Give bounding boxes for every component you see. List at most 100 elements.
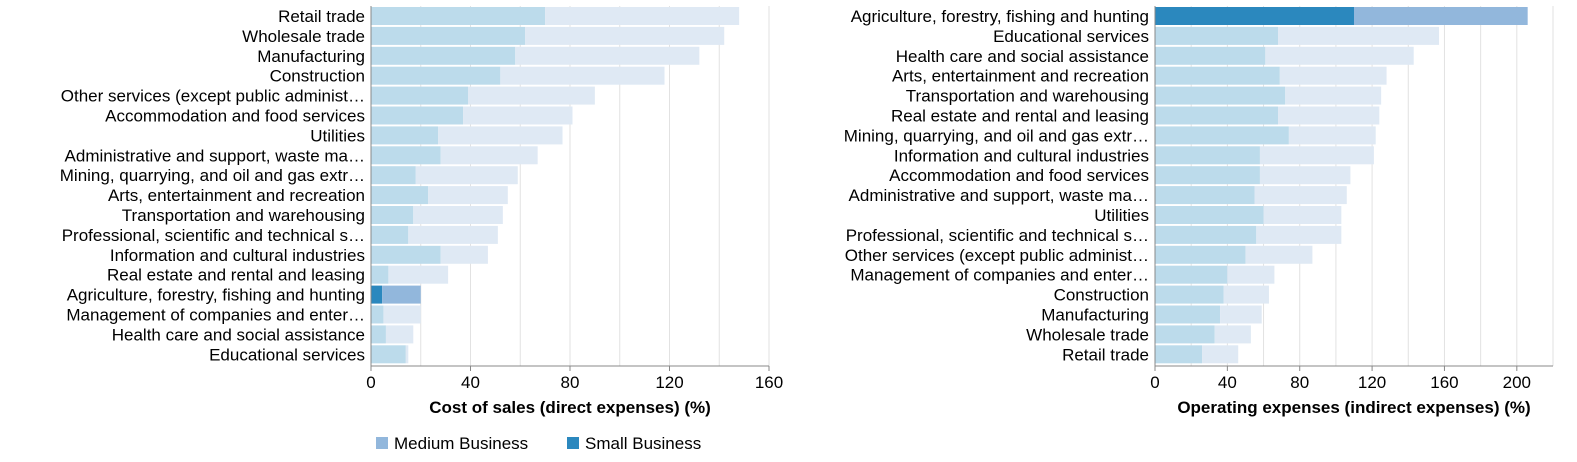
bar-small-business-arts-entertainment-and-recreation[interactable] xyxy=(1155,66,1280,85)
bar-medium-business-wholesale-trade[interactable] xyxy=(525,26,725,45)
bar-small-business-educational-services[interactable] xyxy=(371,345,406,364)
category-label: Retail trade xyxy=(278,7,365,26)
bar-medium-business-agriculture-forestry-fishing-and-hunting[interactable] xyxy=(1354,7,1528,25)
bar-medium-business-agriculture-forestry-fishing-and-hunting[interactable] xyxy=(382,285,421,304)
bar-medium-business-educational-services[interactable] xyxy=(405,345,409,364)
bar-small-business-construction[interactable] xyxy=(371,66,501,85)
bar-small-business-accommodation-and-food-services[interactable] xyxy=(1155,166,1260,185)
bar-medium-business-health-care-and-social-assistance[interactable] xyxy=(1265,46,1414,65)
bar-small-business-health-care-and-social-assistance[interactable] xyxy=(1155,46,1266,65)
category-label: Mining, quarrying, and oil and gas extr… xyxy=(60,166,365,185)
x-tick-label: 160 xyxy=(1430,373,1458,392)
category-label: Real estate and rental and leasing xyxy=(891,107,1149,126)
bar-medium-business-administrative-and-support-waste-ma[interactable] xyxy=(440,146,538,165)
bar-small-business-professional-scientific-and-technical-s[interactable] xyxy=(1155,225,1257,244)
bar-small-business-other-services-except-public-administ[interactable] xyxy=(1155,245,1246,264)
bar-small-business-retail-trade[interactable] xyxy=(1155,345,1203,364)
bar-medium-business-educational-services[interactable] xyxy=(1278,26,1440,45)
category-label: Arts, entertainment and recreation xyxy=(108,186,365,205)
bar-small-business-wholesale-trade[interactable] xyxy=(371,26,526,45)
category-label: Wholesale trade xyxy=(242,27,365,46)
bar-medium-business-arts-entertainment-and-recreation[interactable] xyxy=(1279,66,1387,85)
category-label: Other services (except public administ… xyxy=(61,87,365,106)
category-label: Management of companies and enter… xyxy=(66,306,365,325)
category-label: Management of companies and enter… xyxy=(850,266,1149,285)
category-label: Construction xyxy=(270,67,365,86)
category-label: Professional, scientific and technical s… xyxy=(846,226,1149,245)
bar-medium-business-administrative-and-support-waste-ma[interactable] xyxy=(1254,186,1347,205)
x-tick-label: 120 xyxy=(1358,373,1386,392)
bar-small-business-other-services-except-public-administ[interactable] xyxy=(371,86,469,105)
category-label: Information and cultural industries xyxy=(894,146,1149,165)
bar-medium-business-mining-quarrying-and-oil-and-gas-extr[interactable] xyxy=(415,166,518,185)
bar-small-business-mining-quarrying-and-oil-and-gas-extr[interactable] xyxy=(371,166,416,185)
bar-small-business-administrative-and-support-waste-ma[interactable] xyxy=(1155,186,1255,205)
bar-small-business-manufacturing[interactable] xyxy=(1155,305,1221,324)
bar-medium-business-real-estate-and-rental-and-leasing[interactable] xyxy=(1278,106,1380,125)
bar-small-business-real-estate-and-rental-and-leasing[interactable] xyxy=(1155,106,1279,125)
bar-medium-business-management-of-companies-and-enter[interactable] xyxy=(1227,265,1275,284)
x-axis-title: Cost of sales (direct expenses) (%) xyxy=(429,398,711,417)
bar-medium-business-arts-entertainment-and-recreation[interactable] xyxy=(428,186,508,205)
bar-medium-business-management-of-companies-and-enter[interactable] xyxy=(383,305,421,324)
bar-small-business-transportation-and-warehousing[interactable] xyxy=(371,206,414,224)
bar-small-business-utilities[interactable] xyxy=(371,126,439,145)
bar-small-business-professional-scientific-and-technical-s[interactable] xyxy=(371,225,409,244)
bar-small-business-wholesale-trade[interactable] xyxy=(1155,325,1215,344)
category-label: Construction xyxy=(1054,286,1149,305)
bar-medium-business-manufacturing[interactable] xyxy=(515,46,700,65)
bar-small-business-construction[interactable] xyxy=(1155,285,1224,304)
bar-medium-business-transportation-and-warehousing[interactable] xyxy=(413,206,503,224)
bar-small-business-transportation-and-warehousing[interactable] xyxy=(1155,86,1286,105)
bar-medium-business-other-services-except-public-administ[interactable] xyxy=(468,86,595,105)
bar-medium-business-retail-trade[interactable] xyxy=(1202,345,1239,364)
bar-small-business-retail-trade[interactable] xyxy=(371,7,546,25)
bar-medium-business-health-care-and-social-assistance[interactable] xyxy=(385,325,414,344)
bar-medium-business-accommodation-and-food-services[interactable] xyxy=(463,106,573,125)
bar-small-business-educational-services[interactable] xyxy=(1155,26,1279,45)
category-label: Educational services xyxy=(993,27,1149,46)
bar-small-business-administrative-and-support-waste-ma[interactable] xyxy=(371,146,441,165)
bar-medium-business-retail-trade[interactable] xyxy=(545,7,740,25)
bar-small-business-information-and-cultural-industries[interactable] xyxy=(1155,146,1260,165)
bar-medium-business-information-and-cultural-industries[interactable] xyxy=(440,245,488,264)
bar-small-business-mining-quarrying-and-oil-and-gas-extr[interactable] xyxy=(1155,126,1289,145)
bar-medium-business-utilities[interactable] xyxy=(438,126,563,145)
x-tick-label: 120 xyxy=(655,373,683,392)
bar-medium-business-professional-scientific-and-technical-s[interactable] xyxy=(1256,225,1342,244)
bar-small-business-real-estate-and-rental-and-leasing[interactable] xyxy=(371,265,389,284)
category-label: Transportation and warehousing xyxy=(906,87,1149,106)
category-label: Manufacturing xyxy=(257,47,365,66)
category-label: Transportation and warehousing xyxy=(122,206,365,225)
bar-small-business-agriculture-forestry-fishing-and-hunting[interactable] xyxy=(1155,7,1354,25)
bar-medium-business-information-and-cultural-industries[interactable] xyxy=(1259,146,1374,165)
bar-medium-business-construction[interactable] xyxy=(1223,285,1269,304)
category-label: Arts, entertainment and recreation xyxy=(892,67,1149,86)
bar-medium-business-construction[interactable] xyxy=(500,66,665,85)
bar-small-business-management-of-companies-and-enter[interactable] xyxy=(371,305,384,324)
bar-small-business-management-of-companies-and-enter[interactable] xyxy=(1155,265,1228,284)
bar-medium-business-transportation-and-warehousing[interactable] xyxy=(1285,86,1382,105)
bar-medium-business-other-services-except-public-administ[interactable] xyxy=(1245,245,1313,264)
legend: Medium Business Small Business xyxy=(376,434,701,453)
bar-small-business-utilities[interactable] xyxy=(1155,206,1264,224)
bar-medium-business-manufacturing[interactable] xyxy=(1220,305,1262,324)
bar-small-business-health-care-and-social-assistance[interactable] xyxy=(371,325,386,344)
bar-small-business-information-and-cultural-industries[interactable] xyxy=(371,245,441,264)
category-label: Educational services xyxy=(209,345,365,364)
bar-medium-business-utilities[interactable] xyxy=(1263,206,1342,224)
x-tick-label: 80 xyxy=(1290,373,1309,392)
category-label: Other services (except public administ… xyxy=(845,246,1149,265)
bar-small-business-accommodation-and-food-services[interactable] xyxy=(371,106,464,125)
x-tick-label: 80 xyxy=(561,373,580,392)
bar-medium-business-mining-quarrying-and-oil-and-gas-extr[interactable] xyxy=(1288,126,1376,145)
bar-medium-business-real-estate-and-rental-and-leasing[interactable] xyxy=(388,265,449,284)
x-tick-label: 200 xyxy=(1503,373,1531,392)
category-label: Manufacturing xyxy=(1041,306,1149,325)
bar-medium-business-professional-scientific-and-technical-s[interactable] xyxy=(408,225,498,244)
bar-small-business-agriculture-forestry-fishing-and-hunting[interactable] xyxy=(371,285,383,304)
bar-medium-business-accommodation-and-food-services[interactable] xyxy=(1259,166,1351,185)
bar-medium-business-wholesale-trade[interactable] xyxy=(1214,325,1251,344)
bar-small-business-manufacturing[interactable] xyxy=(371,46,516,65)
bar-small-business-arts-entertainment-and-recreation[interactable] xyxy=(371,186,429,205)
